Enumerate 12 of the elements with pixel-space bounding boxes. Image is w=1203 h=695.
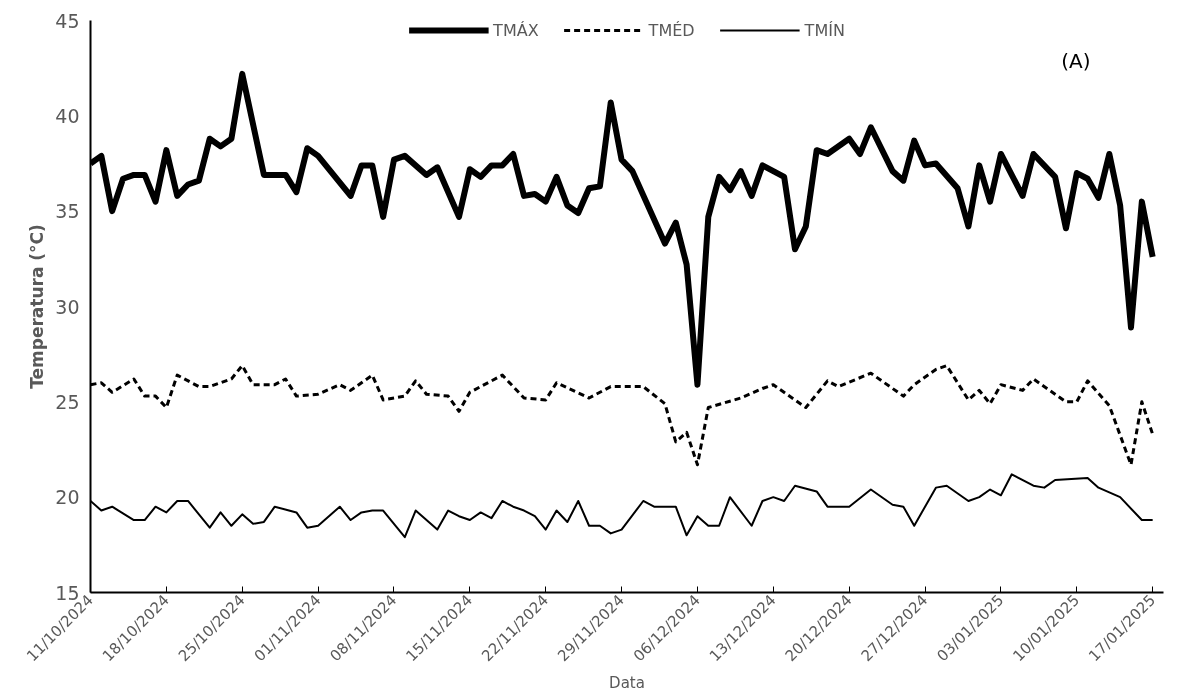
y-axis-title: Temperatura (°C) — [27, 224, 48, 389]
annotation: (A) — [1061, 48, 1091, 73]
legend-label: TMÉD — [648, 20, 695, 40]
y-tick-label: 45 — [55, 9, 80, 32]
legend-label: TMÍN — [804, 20, 845, 40]
y-tick-label: 20 — [55, 486, 80, 509]
y-tick-label: 35 — [55, 200, 80, 223]
legend-label: TMÁX — [493, 20, 539, 40]
y-tick-label: 30 — [55, 295, 80, 318]
x-axis-title: Data — [609, 674, 645, 693]
y-tick-label: 40 — [55, 104, 80, 127]
y-tick-label: 25 — [55, 390, 80, 413]
